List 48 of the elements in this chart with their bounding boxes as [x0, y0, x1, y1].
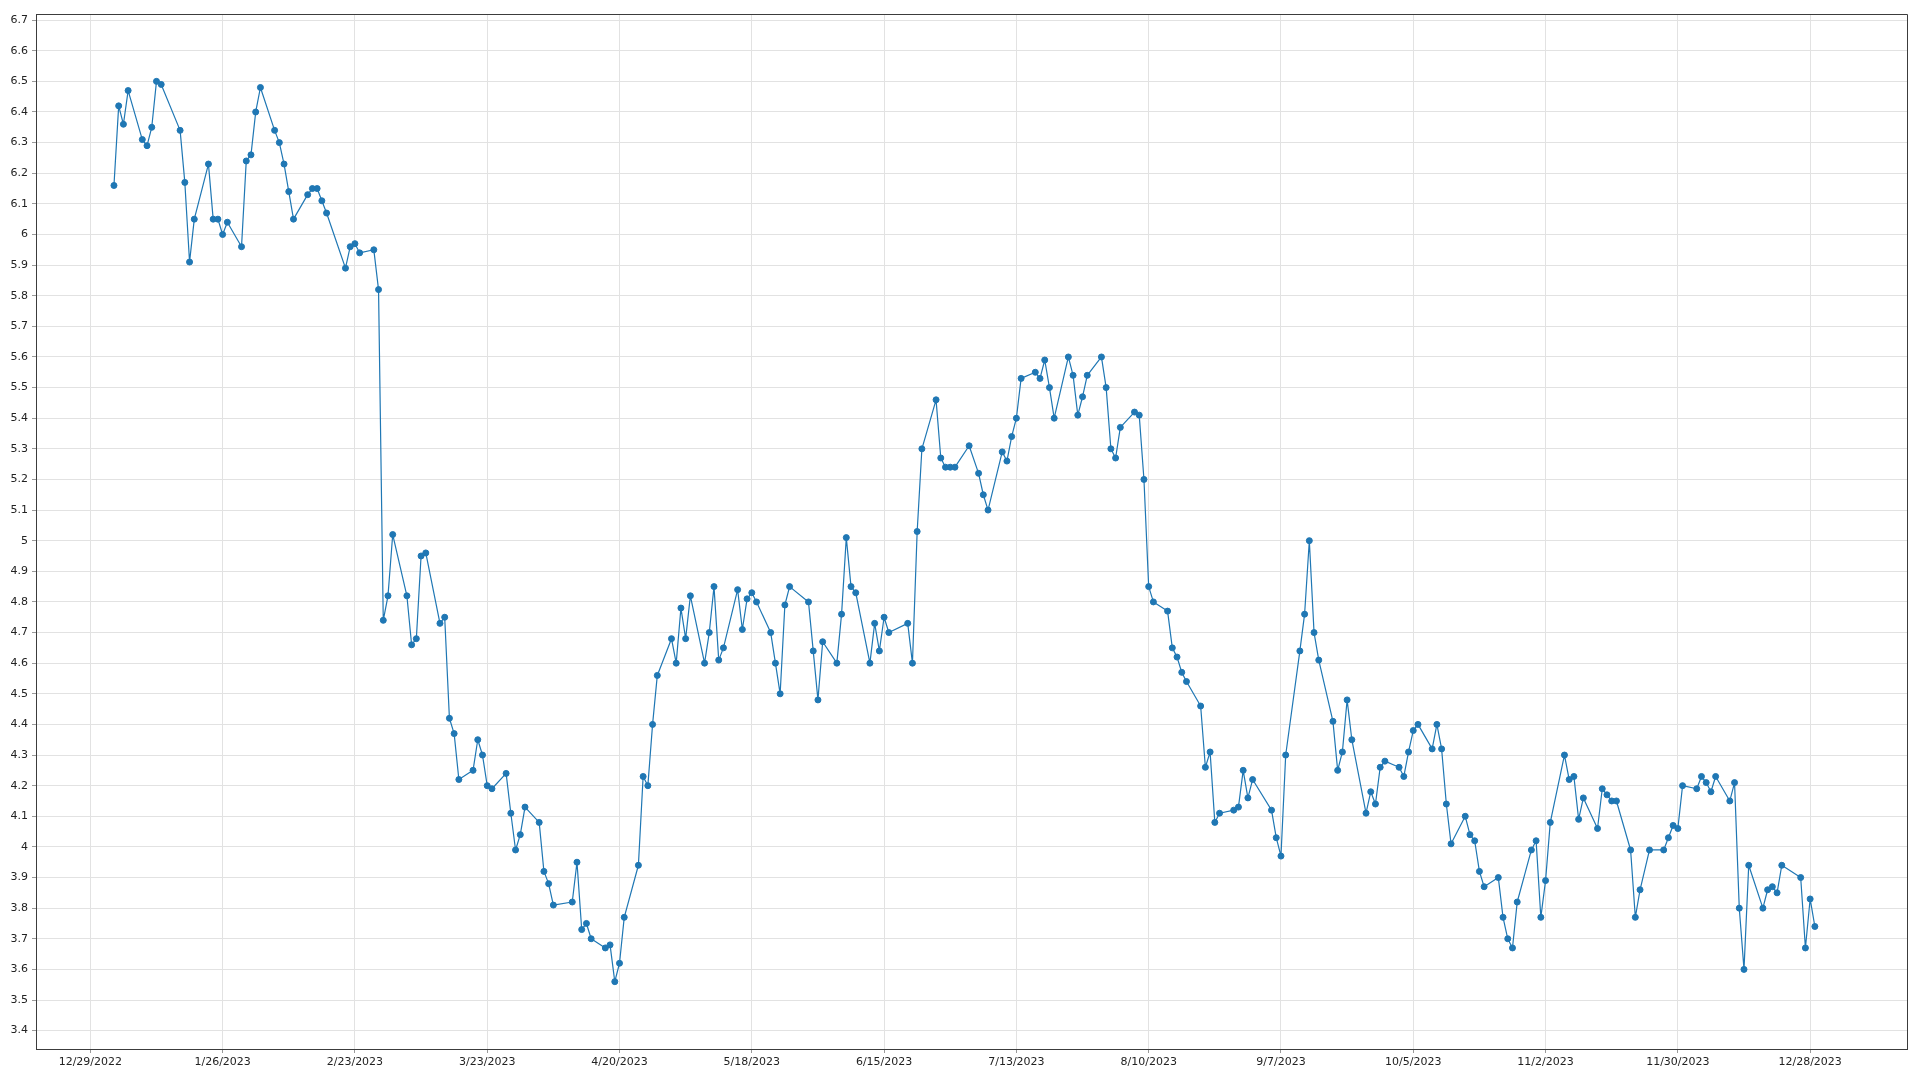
x-tick-label: 4/20/2023 [591, 1055, 648, 1069]
y-tick-label: 5.8 [10, 288, 28, 302]
y-tick-label: 3.7 [10, 931, 28, 945]
y-tick-label: 4.9 [10, 564, 28, 578]
y-tick-label: 5 [21, 533, 28, 547]
x-tick-label: 10/5/2023 [1385, 1055, 1442, 1069]
y-tick-label: 6.3 [10, 135, 28, 149]
y-tick-label: 5.6 [10, 349, 28, 363]
y-tick-label: 6 [21, 227, 28, 241]
y-tick-label: 4.7 [10, 625, 28, 639]
y-tick-label: 6.2 [10, 166, 28, 180]
y-tick-label: 4.3 [10, 747, 28, 761]
x-tick-label: 1/26/2023 [194, 1055, 251, 1069]
y-tick-label: 3.8 [10, 901, 28, 914]
y-tick-label: 5.2 [10, 472, 28, 486]
x-tick-label: 6/15/2023 [855, 1055, 913, 1069]
x-tick-label: 3/23/2023 [459, 1055, 516, 1069]
y-tick-label: 4.1 [10, 809, 28, 823]
y-tick-label: 6.4 [10, 104, 28, 118]
x-tick-label: 11/2/2023 [1517, 1055, 1574, 1069]
y-tick-label: 6.5 [10, 74, 28, 88]
y-tick-label: 5.4 [10, 411, 28, 425]
y-tick-label: 5.1 [10, 502, 28, 516]
y-tick-label: 4.4 [10, 717, 28, 731]
y-tick-label: 6.1 [10, 196, 28, 210]
y-tick-label: 3.4 [10, 1023, 28, 1037]
x-tick-label: 8/10/2023 [1120, 1055, 1177, 1069]
y-tick-label: 5.5 [10, 380, 28, 394]
y-tick-label: 3.6 [10, 962, 28, 976]
y-tick-label: 3.5 [10, 992, 28, 1006]
y-tick-label: 6.6 [10, 43, 28, 57]
y-tick-label: 6.7 [10, 12, 28, 26]
y-tick-label: 5.9 [10, 257, 28, 271]
x-tick-label: 5/18/2023 [723, 1055, 780, 1069]
y-tick-label: 4 [21, 839, 28, 853]
y-tick-label: 4.5 [10, 686, 28, 700]
y-tick-label: 4.8 [10, 594, 28, 608]
x-tick-label: 7/13/2023 [988, 1055, 1045, 1069]
x-tick-label: 12/29/2022 [58, 1055, 123, 1069]
x-tick-label: 9/7/2023 [1256, 1055, 1306, 1069]
y-tick-label: 4.6 [10, 656, 28, 670]
y-tick-label: 4.2 [10, 778, 28, 792]
x-tick-label: 12/28/2023 [1778, 1055, 1842, 1069]
y-tick-label: 3.9 [10, 870, 28, 884]
x-tick-label: 11/30/2023 [1646, 1055, 1710, 1069]
y-tick-label: 5.3 [10, 441, 28, 455]
x-tick-label: 2/23/2023 [326, 1055, 384, 1069]
y-tick-label: 5.7 [10, 319, 28, 333]
